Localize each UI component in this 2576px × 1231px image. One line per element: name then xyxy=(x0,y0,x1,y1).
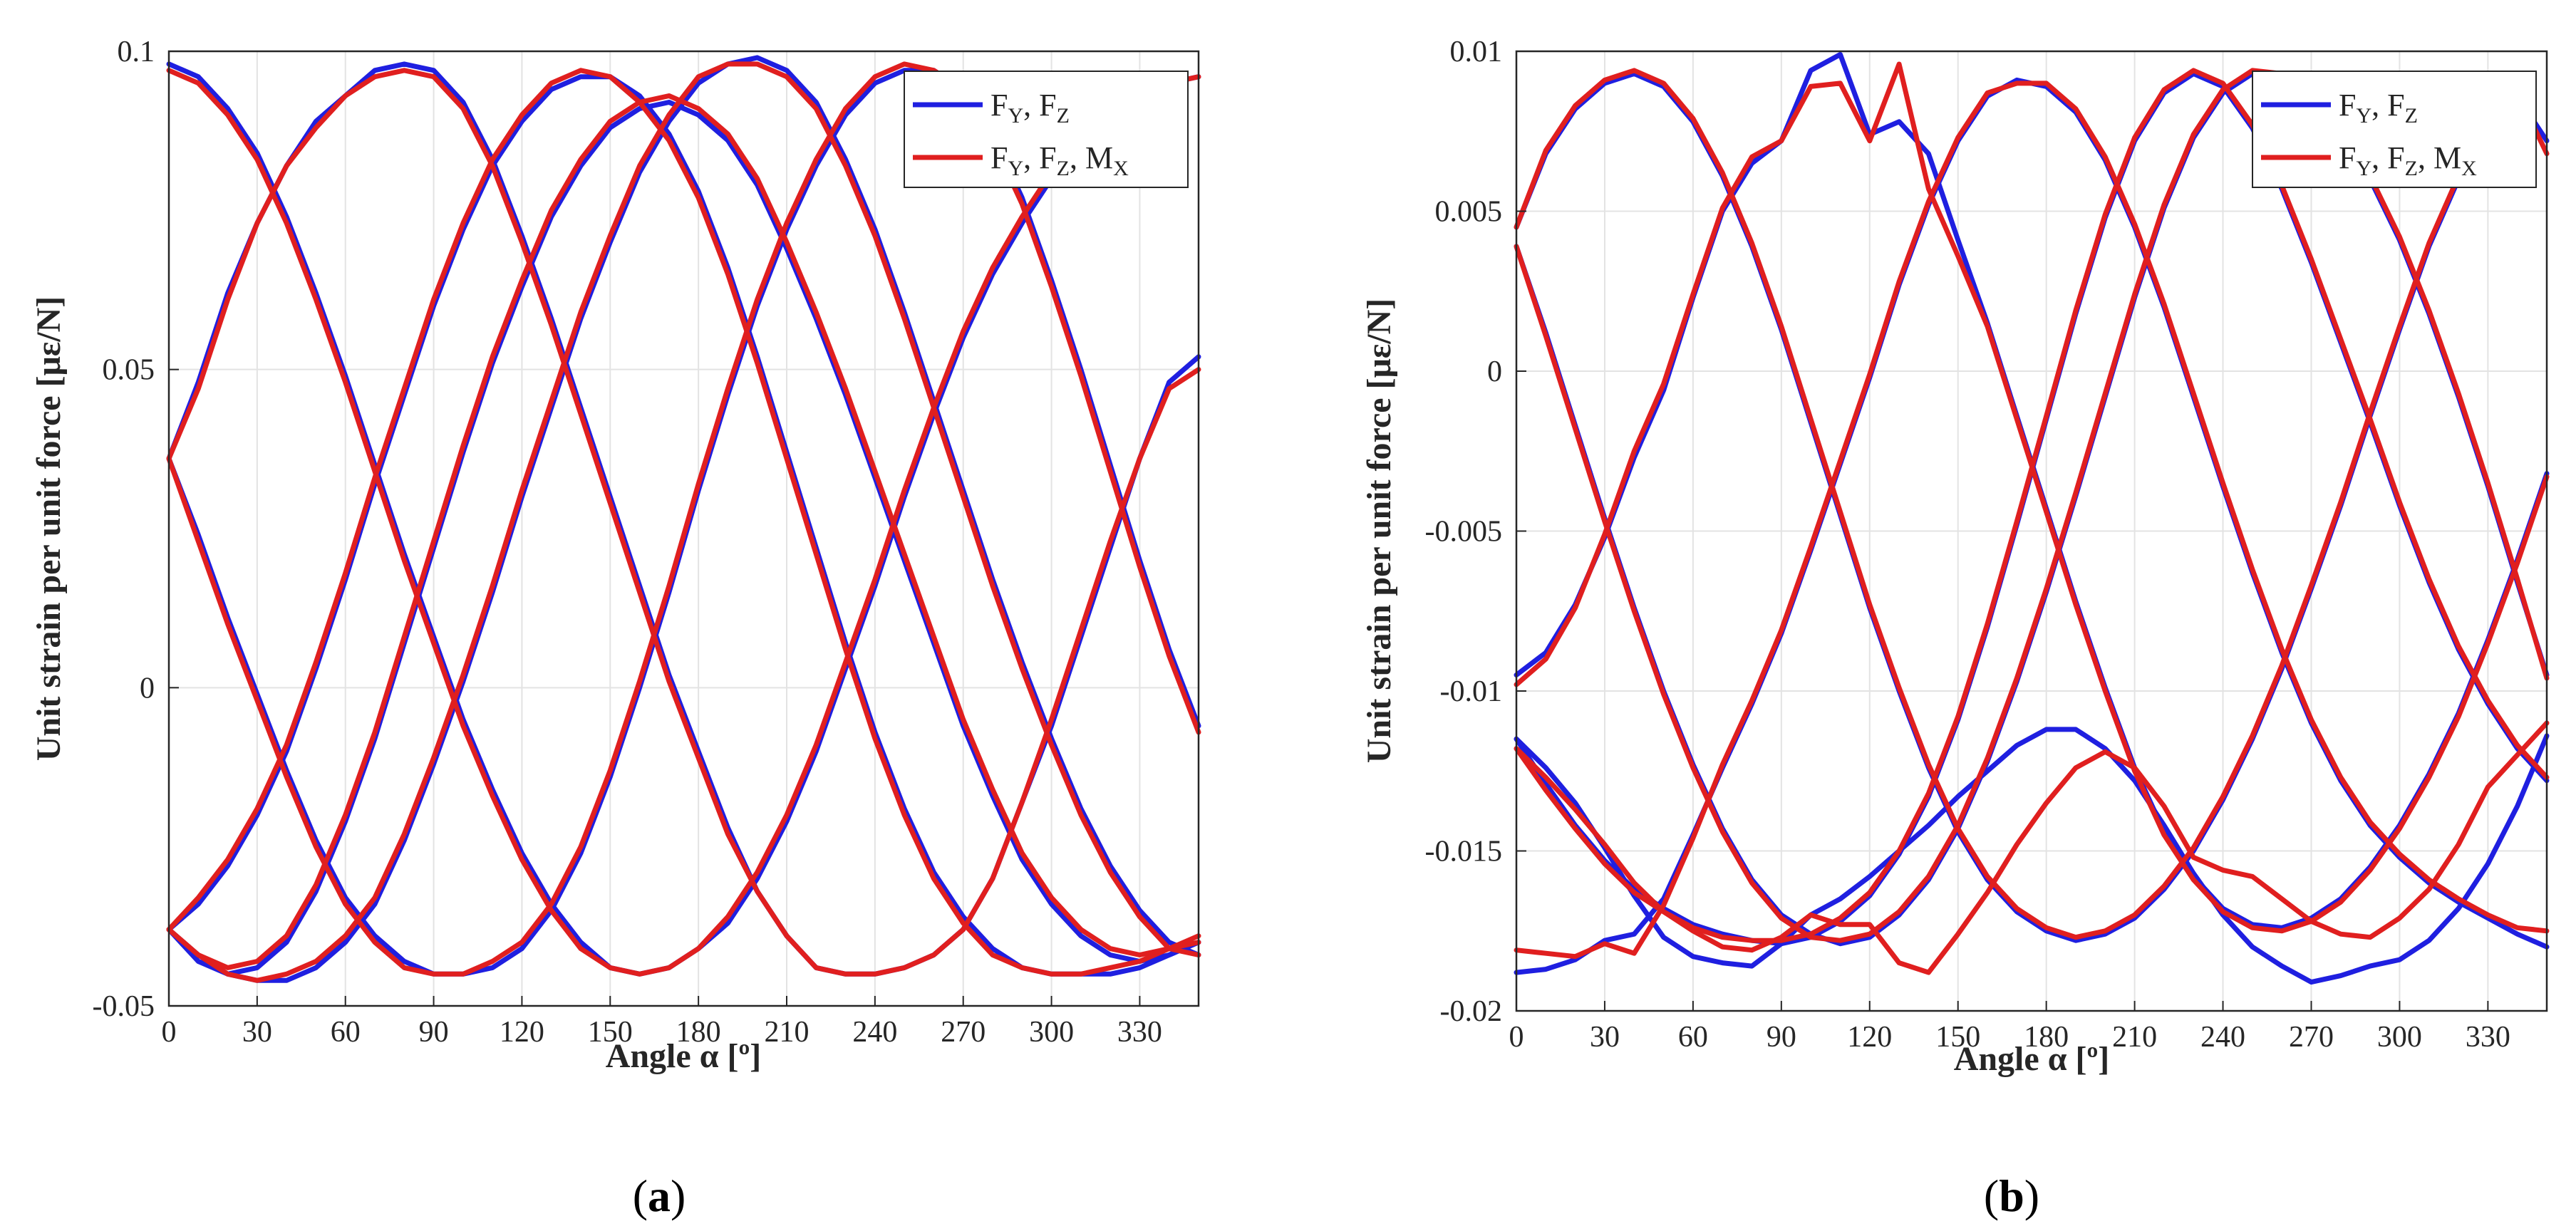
chart-b-ytick-label: -0.02 xyxy=(1440,995,1503,1028)
chart-a-series-1-curve-5 xyxy=(166,93,1201,970)
chart-a-series-1-curve-4 xyxy=(166,68,1201,977)
chart-b-legend: FY, FZ FY, FZ, MX xyxy=(2252,71,2537,188)
chart-a-ticks: 0 30 60 90 120 150 180 210 240 270 300 330-0.0500.0… xyxy=(93,36,1162,1049)
chart-b-ytick-label: 0 xyxy=(1487,355,1502,388)
chart-b-series-0-curve-5 xyxy=(1514,727,2550,985)
chart-a-xlabel: Angle α [º] xyxy=(606,1037,762,1075)
chart-a-curves xyxy=(166,55,1201,983)
chart-b: 0 30 60 90 120 150 180 210 240 270 300 330 -0.02 -0.0… xyxy=(1360,36,2550,1078)
chart-a-ylabel: Unit strain per unit force [με/N] xyxy=(30,296,68,762)
chart-a-xtick-label: 210 xyxy=(765,1016,809,1049)
chart-a-xtick-label: 150 xyxy=(588,1016,633,1049)
chart-a-xtick-label: 60 xyxy=(331,1016,361,1049)
chart-a-xtick-label: 240 xyxy=(852,1016,897,1049)
chart-a-xtick-label: 0 xyxy=(162,1016,177,1049)
chart-b-xtick-label: 180 xyxy=(2024,1021,2069,1054)
chart-b-legend-box xyxy=(2252,71,2537,188)
chart-b-xtick-label: 120 xyxy=(1847,1021,1892,1054)
chart-b-xtick-label: 330 xyxy=(2466,1021,2510,1054)
chart-b-xtick-label: 60 xyxy=(1678,1021,1708,1054)
chart-a-xtick-label: 330 xyxy=(1117,1016,1162,1049)
panel-label-a: (a) xyxy=(633,1170,686,1221)
chart-a-xtick-label: 180 xyxy=(676,1016,721,1049)
chart-b-series-1-curve-0 xyxy=(1514,68,2550,940)
chart-b-xtick-label: 210 xyxy=(2112,1021,2157,1054)
chart-a-series-1-curve-1 xyxy=(166,68,1201,977)
chart-b-ytick-label: -0.005 xyxy=(1425,516,1503,549)
chart-a-xtick-label: 270 xyxy=(941,1016,986,1049)
chart-b-xtick-label: 0 xyxy=(1509,1021,1524,1054)
chart-a-series-1-curve-0 xyxy=(166,68,1201,977)
chart-a-ytick-label: 0.05 xyxy=(103,354,155,387)
chart-a-legend-label-red: FY, FZ, MX xyxy=(990,140,1129,180)
chart-a-legend: FY, FZ FY, FZ, MX xyxy=(904,71,1189,188)
chart-a-series-1-curve-3 xyxy=(166,61,1201,977)
chart-b-ytick-label: 0.01 xyxy=(1450,36,1503,68)
chart-a-ytick-label: -0.05 xyxy=(93,990,155,1023)
chart-b-ticks: 0 30 60 90 120 150 180 210 240 270 300 330 -0.02 -0.0… xyxy=(1425,36,2510,1054)
chart-a-xtick-label: 30 xyxy=(242,1016,272,1049)
chart-a-ytick-label: 0 xyxy=(140,672,155,705)
chart-a-xtick-label: 300 xyxy=(1029,1016,1074,1049)
chart-b-xtick-label: 300 xyxy=(2377,1021,2422,1054)
chart-a-series-1-curve-2 xyxy=(166,61,1201,983)
chart-a-xtick-label: 120 xyxy=(500,1016,544,1049)
chart-a-axes-box xyxy=(167,50,1200,1007)
chart-b-ytick-label: -0.01 xyxy=(1440,675,1503,708)
chart-a: 0 30 60 90 120 150 180 210 240 270 300 330-0.0500.0… xyxy=(30,36,1201,1075)
chart-b-xtick-label: 240 xyxy=(2200,1021,2245,1054)
chart-b-xlabel: Angle α [º] xyxy=(1954,1040,2110,1078)
panel-label-b: (b) xyxy=(1984,1170,2039,1221)
chart-a-xtick-label: 90 xyxy=(419,1016,449,1049)
chart-b-ylabel: Unit strain per unit force [με/N] xyxy=(1360,298,1398,764)
chart-b-xtick-label: 30 xyxy=(1590,1021,1620,1054)
chart-a-legend-box xyxy=(904,71,1189,188)
chart-b-legend-label-red: FY, FZ, MX xyxy=(2339,140,2477,180)
chart-b-series-1-curve-4 xyxy=(1514,80,2550,960)
chart-a-legend-label-blue: FY, FZ xyxy=(990,88,1070,128)
chart-b-xtick-label: 90 xyxy=(1767,1021,1796,1054)
chart-b-series-1-curve-5 xyxy=(1514,720,2550,975)
chart-a-ytick-label: 0.1 xyxy=(118,36,155,68)
chart-b-xtick-label: 270 xyxy=(2289,1021,2334,1054)
chart-b-xtick-label: 150 xyxy=(1935,1021,1980,1054)
chart-b-ytick-label: 0.005 xyxy=(1435,196,1503,229)
chart-b-ytick-label: -0.015 xyxy=(1425,836,1503,868)
chart-b-legend-label-blue: FY, FZ xyxy=(2339,88,2418,128)
